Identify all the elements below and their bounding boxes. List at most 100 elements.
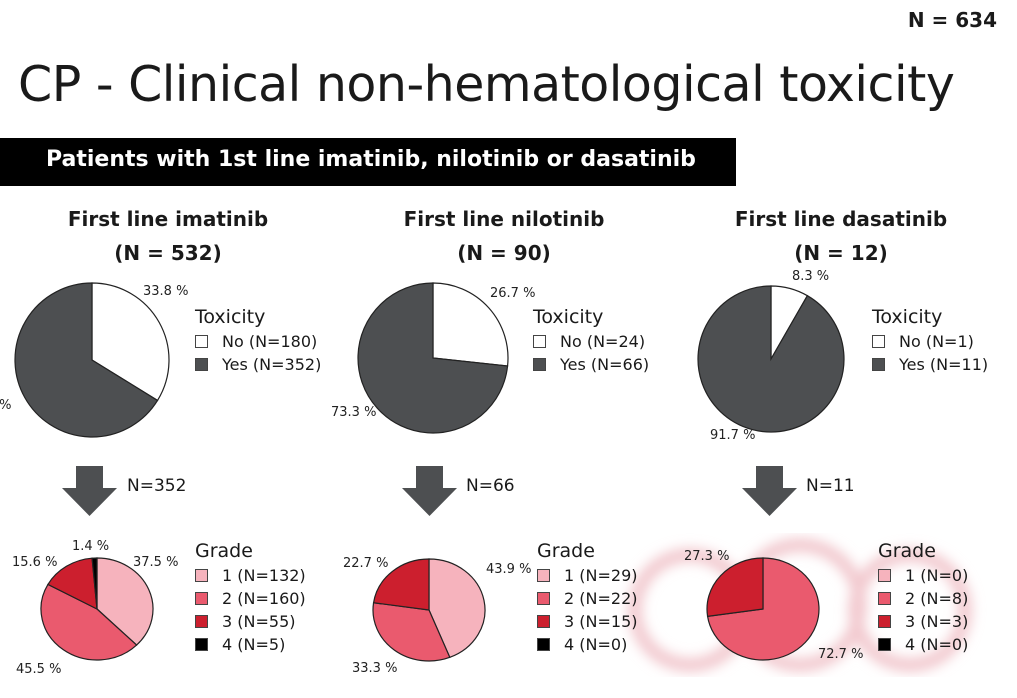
legend-title: Grade <box>878 540 936 562</box>
legend-label: 4 (N=0) <box>564 635 628 654</box>
pie-slice-grade1 <box>428 558 486 659</box>
legend-item-grade4: 4 (N=0) <box>537 633 637 656</box>
pie-slice-grade4 <box>91 557 98 610</box>
legend-title: Toxicity <box>195 306 266 328</box>
panel-1-n: (N = 532) <box>114 241 222 265</box>
legend-item-no: No (N=180) <box>195 330 321 353</box>
pie-label-no: 33.8 % <box>143 284 189 299</box>
legend-label: 1 (N=132) <box>222 566 306 585</box>
legend-title: Toxicity <box>533 306 604 328</box>
legend-label: No (N=1) <box>899 332 974 351</box>
legend-label: Yes (N=66) <box>560 355 650 374</box>
legend-label: 4 (N=0) <box>905 635 969 654</box>
swatch-grade4 <box>195 638 208 651</box>
pie-slice-no <box>432 282 509 367</box>
legend-label: 2 (N=160) <box>222 589 306 608</box>
arrow-n-label: N=66 <box>466 476 515 496</box>
swatch-grade2 <box>537 592 550 605</box>
swatch-yes <box>533 358 546 371</box>
pie-slice-no <box>91 282 170 402</box>
legend-item-grade3: 3 (N=3) <box>878 610 968 633</box>
grade-legend-nilotinib: Grade 1 (N=29) 2 (N=22) 3 (N=15) 4 (N=0) <box>537 540 637 656</box>
swatch-grade2 <box>878 592 891 605</box>
toxicity-pie-dasatinib <box>697 285 845 433</box>
page-title: CP - Clinical non-hematological toxicity <box>18 56 955 113</box>
panel-1-title: First line imatinib (N = 532) <box>18 202 318 270</box>
toxicity-pie-nilotinib <box>357 282 509 434</box>
legend-label: 3 (N=55) <box>222 612 296 631</box>
pie-label-yes: 66.2 % <box>0 398 12 413</box>
legend-item-grade2: 2 (N=160) <box>195 587 306 610</box>
legend-item-grade2: 2 (N=22) <box>537 587 637 610</box>
legend-label: Yes (N=11) <box>899 355 989 374</box>
legend-item-yes: Yes (N=66) <box>533 353 649 376</box>
legend-label: No (N=24) <box>560 332 646 351</box>
legend-title: Grade <box>195 540 253 562</box>
legend-item-grade3: 3 (N=15) <box>537 610 637 633</box>
arrow-n-label: N=11 <box>806 476 855 496</box>
legend-item-no: No (N=1) <box>872 330 988 353</box>
panel-3-drug: First line dasatinib <box>734 207 948 231</box>
legend-label: 3 (N=3) <box>905 612 969 631</box>
toxicity-pie-imatinib <box>14 282 170 438</box>
panel-2-drug: First line nilotinib <box>403 207 605 231</box>
legend-item-grade4: 4 (N=5) <box>195 633 306 656</box>
legend-item-no: No (N=24) <box>533 330 649 353</box>
legend-label: Yes (N=352) <box>222 355 322 374</box>
pie-slice-grade3 <box>706 557 764 618</box>
swatch-no <box>195 335 208 348</box>
panel-3-title: First line dasatinib (N = 12) <box>691 202 991 270</box>
down-arrow-icon <box>62 466 117 516</box>
swatch-no <box>533 335 546 348</box>
toxicity-legend-nilotinib: Toxicity No (N=24) Yes (N=66) <box>533 306 649 376</box>
legend-item-yes: Yes (N=352) <box>195 353 321 376</box>
legend-label: 2 (N=8) <box>905 589 969 608</box>
grade-label-3: 22.7 % <box>343 556 389 571</box>
legend-label: 1 (N=0) <box>905 566 969 585</box>
grade-pie-imatinib <box>40 557 154 661</box>
grade-label-1: 43.9 % <box>486 562 532 577</box>
panel-2-n: (N = 90) <box>457 241 551 265</box>
legend-label: 4 (N=5) <box>222 635 286 654</box>
legend-title: Grade <box>537 540 595 562</box>
legend-label: No (N=180) <box>222 332 318 351</box>
legend-label: 2 (N=22) <box>564 589 638 608</box>
grade-label-2: 45.5 % <box>16 662 62 677</box>
pie-slice-yes <box>697 285 845 433</box>
swatch-grade3 <box>195 615 208 628</box>
grade-label-3: 15.6 % <box>12 555 58 570</box>
grade-legend-dasatinib: Grade 1 (N=0) 2 (N=8) 3 (N=3) 4 (N=0) <box>878 540 968 656</box>
legend-title: Toxicity <box>872 306 943 328</box>
total-n-label: N = 634 <box>907 8 997 32</box>
swatch-grade4 <box>878 638 891 651</box>
grade-pie-nilotinib <box>372 558 486 662</box>
legend-item-grade1: 1 (N=132) <box>195 564 306 587</box>
grade-label-3: 27.3 % <box>684 549 730 564</box>
pie-slice-yes <box>357 282 509 434</box>
toxicity-legend-dasatinib: Toxicity No (N=1) Yes (N=11) <box>872 306 988 376</box>
grade-label-4: 1.4 % <box>72 539 110 554</box>
down-arrow-icon <box>742 466 797 516</box>
toxicity-legend-imatinib: Toxicity No (N=180) Yes (N=352) <box>195 306 321 376</box>
legend-item-yes: Yes (N=11) <box>872 353 988 376</box>
pie-label-no: 8.3 % <box>792 269 830 284</box>
grade-label-1: 37.5 % <box>133 555 179 570</box>
grade-label-2: 72.7 % <box>818 647 864 662</box>
legend-label: 1 (N=29) <box>564 566 638 585</box>
swatch-grade3 <box>537 615 550 628</box>
pie-slice-grade2 <box>40 583 138 661</box>
pie-slice-grade2 <box>372 602 451 662</box>
pie-slice-grade3 <box>47 557 98 611</box>
panel-2-title: First line nilotinib (N = 90) <box>354 202 654 270</box>
grade-pie-dasatinib <box>706 557 820 661</box>
pie-slice-grade1 <box>96 557 154 646</box>
pie-label-yes: 73.3 % <box>331 405 377 420</box>
panel-3-n: (N = 12) <box>794 241 888 265</box>
legend-item-grade1: 1 (N=29) <box>537 564 637 587</box>
legend-item-grade2: 2 (N=8) <box>878 587 968 610</box>
grade-legend-imatinib: Grade 1 (N=132) 2 (N=160) 3 (N=55) 4 (N=… <box>195 540 306 656</box>
swatch-no <box>872 335 885 348</box>
swatch-yes <box>872 358 885 371</box>
swatch-grade2 <box>195 592 208 605</box>
subtitle-banner: Patients with 1st line imatinib, nilotin… <box>0 138 736 186</box>
